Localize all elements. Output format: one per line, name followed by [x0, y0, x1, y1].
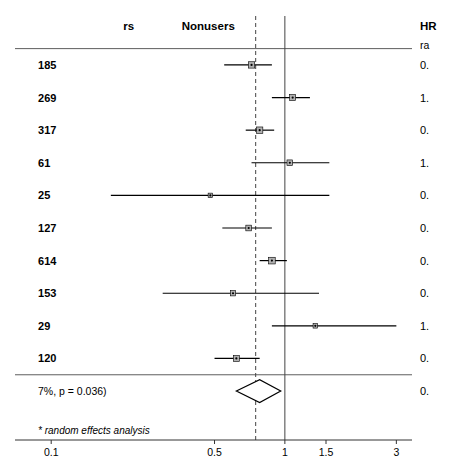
forest-plot: 185 0. 269 1. 317 0. 61 1. 25 0. 127 0. 614 0. 153 0. 29… [0, 0, 474, 474]
study-n: 185 [38, 59, 56, 71]
x-tick-label: 1 [282, 446, 288, 458]
study-box [230, 291, 235, 296]
study-box [208, 193, 213, 198]
study-box [256, 127, 262, 133]
study-point [235, 357, 237, 359]
marks [111, 16, 397, 440]
hr-text: 1. [420, 320, 429, 332]
x-tick [214, 440, 215, 444]
x-tick-label: 0.5 [207, 446, 222, 458]
ci-line [224, 64, 272, 65]
separator [15, 374, 412, 375]
footer: * random effects analysis [38, 425, 150, 436]
hr-text: 0. [420, 189, 429, 201]
x-tick [284, 440, 285, 444]
x-tick-label: 3 [393, 446, 399, 458]
ci-line [246, 130, 274, 131]
study-box [290, 95, 296, 101]
summary-diamond [236, 380, 280, 403]
study-point [250, 64, 252, 66]
study-point [271, 260, 273, 262]
column-subheader: ra [420, 39, 429, 51]
hr-text: 0. [420, 255, 429, 267]
x-axis [15, 440, 412, 441]
ci-line [111, 195, 329, 196]
study-n: 153 [38, 287, 56, 299]
study-n: 317 [38, 124, 56, 136]
study-box [287, 160, 293, 166]
ci-line [215, 358, 260, 359]
study-point [232, 292, 234, 294]
column-header: Nonusers [182, 20, 235, 32]
ci-line [252, 162, 330, 163]
x-tick [326, 440, 327, 444]
reference-line [284, 16, 285, 440]
summary-label: 7%, p = 0.036) [38, 385, 107, 397]
ci-line [163, 293, 319, 294]
hr-text: 0. [420, 222, 429, 234]
study-box [248, 62, 254, 68]
hr-text: 0. [420, 385, 429, 397]
x-tick-label: 0.1 [44, 446, 59, 458]
hr-text: 1. [420, 92, 429, 104]
hr-text: 1. [420, 157, 429, 169]
study-point [292, 96, 294, 98]
separator [15, 48, 412, 49]
study-n: 61 [38, 157, 50, 169]
column-header: rs [123, 20, 134, 32]
study-n: 269 [38, 92, 56, 104]
study-n: 120 [38, 352, 56, 364]
hr-text: 0. [420, 59, 429, 71]
study-box [269, 257, 276, 264]
study-box [313, 324, 318, 329]
study-n: 25 [38, 189, 50, 201]
x-tick [396, 440, 397, 444]
study-point [259, 129, 261, 131]
ci-line [272, 325, 396, 326]
study-point [314, 325, 316, 327]
x-tick-label: 1.5 [319, 446, 334, 458]
hr-text: 0. [420, 287, 429, 299]
study-box [233, 355, 239, 361]
study-point [248, 227, 250, 229]
study-point [209, 194, 211, 196]
study-n: 614 [38, 255, 57, 267]
study-point [289, 162, 291, 164]
study-n: 29 [38, 320, 50, 332]
column-header: HR [420, 20, 437, 32]
hr-text: 0. [420, 124, 429, 136]
study-box [246, 225, 252, 231]
x-tick [51, 440, 52, 444]
study-n: 127 [38, 222, 56, 234]
hr-text: 0. [420, 352, 429, 364]
